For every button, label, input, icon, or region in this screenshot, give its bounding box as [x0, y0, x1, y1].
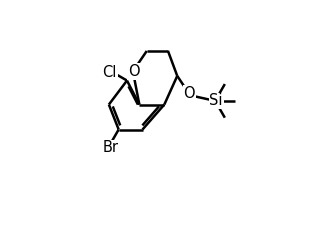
Text: Cl: Cl — [103, 66, 117, 80]
Text: Br: Br — [103, 140, 119, 155]
Text: Si: Si — [210, 93, 223, 108]
Text: O: O — [128, 64, 139, 79]
Text: O: O — [184, 86, 195, 101]
